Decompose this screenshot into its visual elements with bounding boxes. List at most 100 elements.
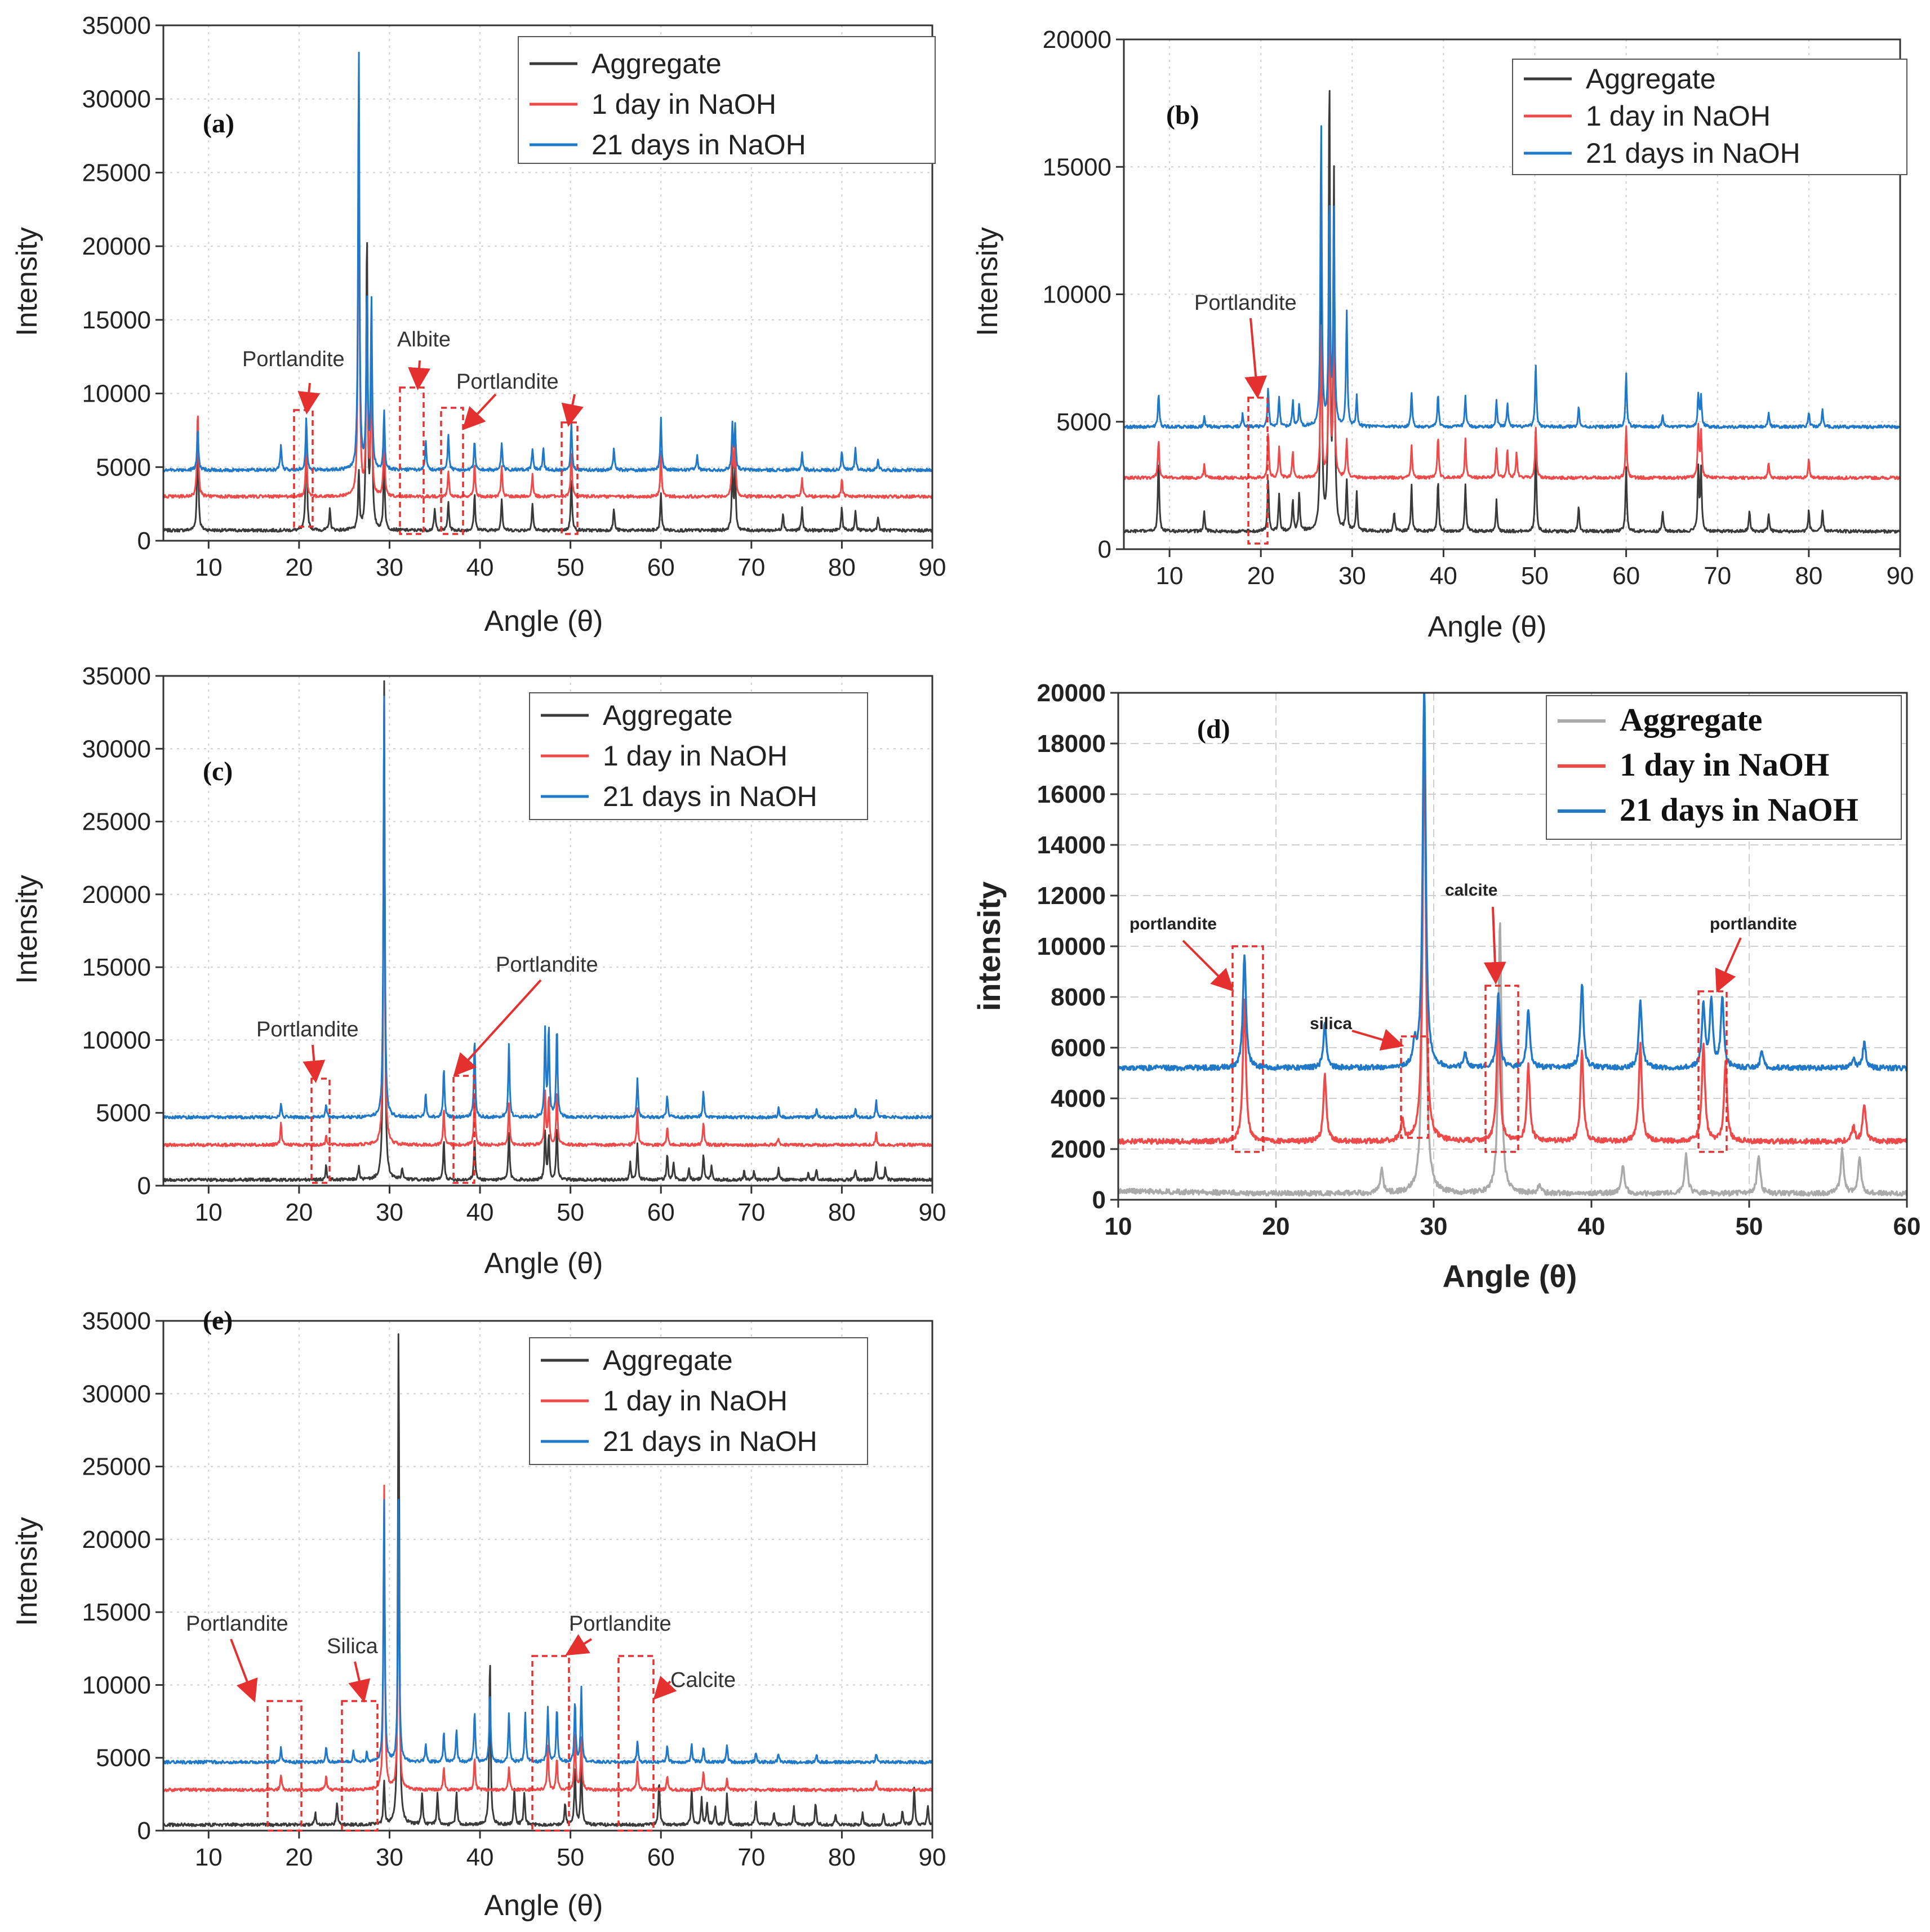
legend: Aggregate 1 day in NaOH 21 days in NaOH — [529, 1337, 868, 1465]
series-line-c-2 — [163, 696, 932, 1120]
x-tick-label-6: 70 — [737, 1844, 765, 1871]
y-tick-label-2: 4000 — [1051, 1085, 1106, 1112]
y-axis-title: intensity — [971, 882, 1007, 1011]
annotation-label: portlandite — [1129, 915, 1217, 933]
x-tick-label-4: 50 — [1521, 562, 1549, 590]
y-tick-label-2: 10000 — [1043, 281, 1111, 309]
x-axis-title: Angle (θ) — [484, 1889, 603, 1922]
annotation-2: calcite — [1445, 881, 1519, 1153]
annotation-label: Portlandite — [242, 348, 345, 371]
x-tick-label-3: 40 — [1578, 1213, 1606, 1240]
legend-entry-2: 21 days in NaOH — [1620, 791, 1858, 828]
y-tick-label-3: 15000 — [82, 306, 151, 334]
x-axis-title: Angle (θ) — [1428, 611, 1547, 643]
chart-panel-d: 10 20 30 40 50 60 0 2000 4000 6000 8000 10000 12000 1… — [971, 679, 1920, 1294]
x-tick-label-0: 10 — [1156, 562, 1184, 590]
plot-frame-c — [162, 675, 933, 1187]
annotation-0: Portlandite — [242, 348, 345, 528]
annotation-box — [1484, 985, 1519, 1153]
annotation-box — [341, 1700, 379, 1832]
x-tick-label-8: 90 — [919, 1844, 946, 1871]
annotation-0: portlandite — [1129, 915, 1264, 1153]
y-tick-label-0: 0 — [1092, 1186, 1106, 1214]
annotation-arrow — [1244, 318, 1268, 399]
series-line-e-0 — [163, 1333, 932, 1827]
x-tick-label-1: 20 — [285, 1199, 313, 1226]
annotation-box — [531, 1655, 570, 1832]
x-tick-label-2: 30 — [1420, 1213, 1448, 1240]
annotation-label: Calcite — [670, 1668, 736, 1692]
x-tick-label-3: 40 — [466, 554, 494, 581]
y-tick-label-1: 5000 — [1056, 408, 1111, 436]
x-tick-label-3: 40 — [466, 1844, 494, 1871]
legend: Aggregate 1 day in NaOH 21 days in NaOH — [1546, 695, 1902, 840]
legend-entry-0: Aggregate — [1620, 701, 1762, 738]
series-line-a-2 — [163, 51, 932, 473]
x-tick-label-5: 60 — [1893, 1213, 1921, 1240]
y-tick-label-6: 12000 — [1037, 882, 1106, 910]
annotation-label: Portlandite — [256, 1018, 359, 1041]
annotation-2: Portlandite — [531, 1612, 672, 1832]
y-tick-label-7: 35000 — [82, 662, 151, 690]
x-tick-label-4: 50 — [557, 554, 584, 581]
y-tick-label-1: 2000 — [1051, 1136, 1106, 1163]
y-tick-label-0: 0 — [1098, 536, 1111, 563]
chart-panel-e: 10 20 30 40 50 60 70 80 90 0 5000 10000 15000 20000 25… — [11, 1306, 946, 1922]
annotation-1: Portlandite — [452, 953, 598, 1184]
legend-entry-1: 1 day in NaOH — [603, 1385, 788, 1417]
series-line-b-2 — [1124, 125, 1900, 429]
series-line-d-0 — [1118, 714, 1907, 1197]
y-tick-label-10: 20000 — [1037, 679, 1106, 707]
x-tick-label-5: 60 — [647, 554, 675, 581]
x-axis-title: Angle (θ) — [484, 1247, 603, 1280]
x-tick-label-7: 80 — [1795, 562, 1822, 590]
y-tick-label-3: 15000 — [1043, 153, 1111, 181]
x-tick-label-2: 30 — [1338, 562, 1366, 590]
y-tick-label-6: 30000 — [82, 86, 151, 113]
x-tick-label-8: 90 — [919, 554, 946, 581]
x-tick-label-4: 50 — [557, 1844, 584, 1871]
annotation-arrow — [462, 393, 497, 430]
x-tick-label-1: 20 — [285, 554, 313, 581]
y-tick-label-4: 20000 — [82, 881, 151, 909]
x-tick-label-0: 10 — [195, 1199, 223, 1226]
legend: Aggregate 1 day in NaOH 21 days in NaOH — [529, 692, 868, 820]
annotation-box — [310, 1078, 331, 1184]
y-tick-label-6: 30000 — [82, 1380, 151, 1408]
annotation-arrow — [1182, 940, 1234, 992]
annotation-box — [399, 386, 425, 535]
series-line-b-0 — [1124, 90, 1900, 534]
x-tick-label-8: 90 — [919, 1199, 946, 1226]
annotation-arrow-2 — [561, 394, 584, 427]
x-tick-label-1: 20 — [1262, 1213, 1290, 1240]
annotation-box — [440, 407, 464, 535]
x-tick-label-7: 80 — [828, 554, 856, 581]
annotation-box — [1231, 945, 1264, 1153]
x-tick-label-8: 90 — [1887, 562, 1914, 590]
series-line-d-1 — [1118, 711, 1907, 1145]
legend: Aggregate 1 day in NaOH 21 days in NaOH — [1512, 59, 1907, 175]
y-tick-label-5: 25000 — [82, 808, 151, 836]
annotation-arrow — [453, 979, 542, 1076]
x-tick-label-0: 10 — [195, 1844, 223, 1871]
y-tick-label-3: 15000 — [82, 1599, 151, 1626]
annotation-0: Portlandite — [1194, 291, 1297, 545]
y-tick-label-8: 16000 — [1037, 781, 1106, 808]
x-tick-label-2: 30 — [376, 1844, 403, 1871]
y-tick-label-2: 10000 — [82, 380, 151, 408]
x-tick-label-7: 80 — [828, 1844, 856, 1871]
y-tick-label-7: 14000 — [1037, 831, 1106, 859]
annotation-box — [1697, 990, 1728, 1153]
x-tick-label-7: 80 — [828, 1199, 856, 1226]
chart-panel-a: 10 20 30 40 50 60 70 80 90 0 5000 10000 15000 20000 25… — [11, 12, 946, 638]
annotation-label: Albite — [397, 328, 451, 351]
annotation-label: Silica — [327, 1635, 379, 1658]
series-line-c-1 — [163, 696, 932, 1147]
annotation-arrow — [408, 360, 431, 390]
x-tick-label-5: 60 — [647, 1844, 675, 1871]
annotation-0: Portlandite — [186, 1612, 303, 1832]
annotation-arrow — [653, 1675, 677, 1700]
x-tick-label-5: 60 — [1612, 562, 1640, 590]
legend-entry-2: 21 days in NaOH — [1586, 137, 1800, 169]
series-line-e-2 — [163, 1498, 932, 1765]
